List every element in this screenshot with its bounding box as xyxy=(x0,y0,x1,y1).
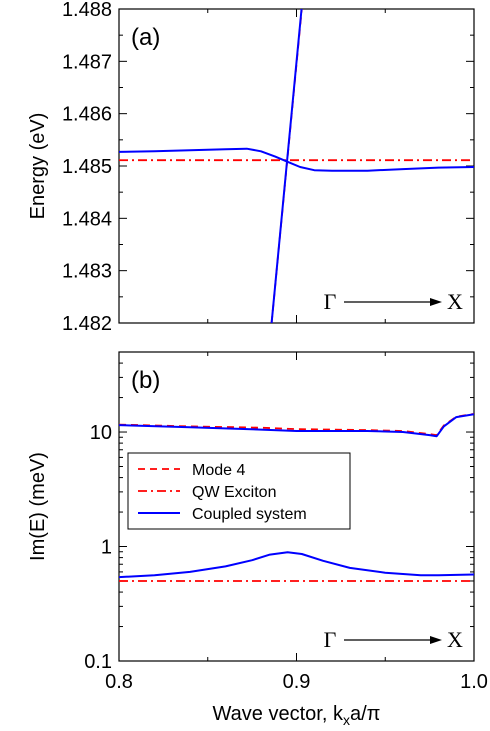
x-tick-label: 0.8 xyxy=(105,671,133,693)
gamma-point-label: Γ xyxy=(324,627,337,652)
x-axis-title: Wave vector, kxa/π xyxy=(213,703,381,728)
arrow-head xyxy=(430,636,442,644)
y-tick-label: 1.488 xyxy=(62,0,112,21)
y-tick-label: 0.1 xyxy=(84,651,112,673)
coupled-system-series-line xyxy=(119,413,474,438)
series-group xyxy=(119,9,474,323)
series-group xyxy=(119,413,474,582)
legend-label: Mode 4 xyxy=(192,462,245,479)
solid-series-line xyxy=(270,9,303,323)
x-tick-label: 0.9 xyxy=(283,671,311,693)
x-axis-title-main: Wave vector, k xyxy=(213,703,344,725)
panel-b: 0.1 1 10 0.8 0.9 1.0 Im(E) (meV) Wave vector, k… xyxy=(27,351,488,728)
legend-label: QW Exciton xyxy=(192,484,276,501)
coupled-system-series-line xyxy=(119,551,474,579)
y-tick-label: 1.487 xyxy=(62,51,112,73)
x-point-label: X xyxy=(447,289,463,314)
y-axis-title: Energy (eV) xyxy=(27,113,49,220)
x-axis-title-tail: a/π xyxy=(350,703,380,725)
panel-a: 1.482 1.483 1.484 1.485 1.486 1.487 1.488 Energ… xyxy=(27,0,475,335)
y-tick-label: 1.485 xyxy=(62,156,112,178)
x-tick-label: 1.0 xyxy=(460,671,488,693)
x-point-label: X xyxy=(447,627,463,652)
y-tick-label: 10 xyxy=(90,422,112,444)
panel-label: (b) xyxy=(131,367,160,394)
y-tick-label: 1.484 xyxy=(62,208,112,230)
y-tick-label: 1.483 xyxy=(62,261,112,283)
panel-label: (a) xyxy=(131,24,160,51)
arrow-head xyxy=(430,298,442,306)
y-tick-label: 1.486 xyxy=(62,104,112,126)
x-axis-title-subscript: x xyxy=(343,712,350,728)
y-axis-title: Im(E) (meV) xyxy=(27,452,49,561)
gamma-point-label: Γ xyxy=(324,289,337,314)
y-tick-label: 1 xyxy=(101,537,112,559)
legend-label: Coupled system xyxy=(192,506,307,523)
y-tick-label: 1.482 xyxy=(62,313,112,335)
